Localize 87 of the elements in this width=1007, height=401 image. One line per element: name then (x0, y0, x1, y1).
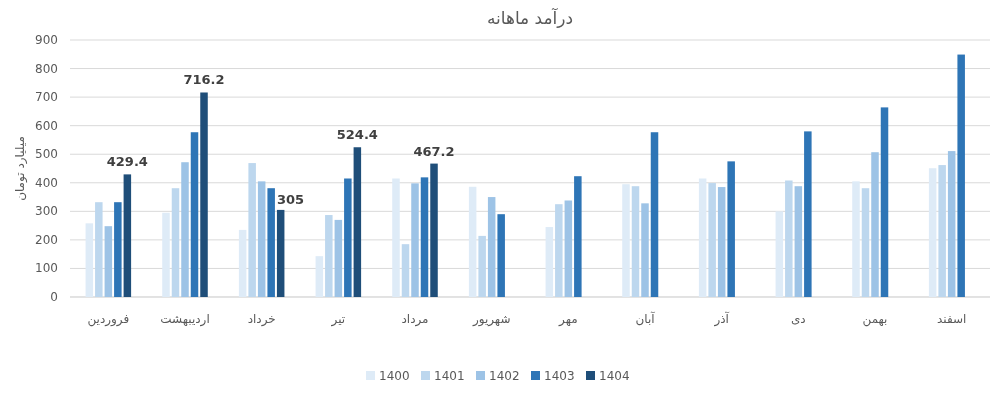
bar (430, 163, 438, 297)
bar (708, 183, 716, 297)
legend-label: 1400 (379, 369, 410, 383)
bar (468, 186, 477, 297)
y-tick-label: 500 (35, 147, 58, 162)
x-tick-label: تیر (330, 312, 346, 327)
bar (325, 215, 333, 297)
bar (928, 168, 937, 297)
y-tick-label: 900 (35, 33, 58, 47)
bar (85, 223, 94, 297)
bar (775, 211, 784, 297)
bar (315, 256, 324, 297)
bar (957, 54, 965, 297)
legend-label: 1401 (434, 369, 465, 383)
bar (947, 151, 956, 297)
bar (650, 132, 659, 297)
y-tick-label: 400 (35, 175, 58, 190)
bar (852, 181, 860, 297)
bar (181, 162, 189, 297)
bar (238, 229, 247, 297)
bar (267, 188, 275, 297)
bar (497, 214, 505, 297)
data-label: 429.4 (106, 154, 148, 170)
bar (880, 107, 889, 297)
y-axis-title: میلیارد تومان (13, 136, 28, 201)
bar (698, 178, 707, 297)
y-tick-label: 700 (35, 90, 58, 105)
bar (114, 202, 122, 297)
bar (804, 131, 812, 297)
bar (257, 181, 266, 297)
bar (938, 165, 946, 297)
x-tick-label: اردیبهشت (160, 312, 210, 327)
legend-label: 1402 (489, 369, 520, 383)
bar (631, 186, 640, 297)
x-tick-label: شهریور (471, 312, 511, 327)
bar (717, 187, 726, 297)
x-tick-label: خرداد (247, 312, 276, 327)
bar (401, 244, 410, 297)
bar (564, 200, 573, 297)
bar (200, 92, 208, 297)
x-tick-label: اسفند (936, 312, 967, 326)
data-label: 716.2 (183, 72, 225, 88)
bar (334, 219, 343, 297)
x-tick-label: مهر (558, 312, 578, 327)
y-tick-label: 0 (50, 290, 58, 304)
bar (478, 235, 486, 297)
bar (545, 227, 554, 297)
y-tick-label: 200 (35, 232, 58, 247)
bar (353, 147, 362, 297)
bar (622, 184, 630, 297)
bar (794, 186, 803, 297)
data-label: 467.2 (413, 143, 455, 159)
y-tick-label: 600 (35, 118, 58, 133)
bar (555, 204, 563, 297)
bar (487, 197, 496, 297)
bar (190, 132, 199, 297)
bar (276, 209, 285, 297)
bar (641, 203, 649, 297)
data-label: 524.4 (336, 127, 378, 143)
x-tick-label: بهمن (862, 312, 888, 327)
legend-label: 1404 (599, 369, 630, 383)
x-tick-label: آذر (713, 311, 730, 327)
bar (248, 163, 256, 297)
bar (411, 183, 419, 297)
data-label: 305 (276, 191, 305, 207)
x-tick-label: آبان (635, 311, 656, 326)
bar (727, 161, 735, 297)
bar (104, 226, 113, 297)
bar (785, 180, 793, 297)
y-tick-label: 100 (35, 261, 58, 276)
bar (171, 188, 180, 297)
chart-title: درآمد ماهانه (486, 7, 574, 28)
bar (871, 152, 879, 297)
bar (123, 174, 132, 297)
bar (162, 212, 170, 297)
y-tick-label: 800 (35, 61, 58, 76)
x-tick-label: فروردین (87, 312, 130, 327)
x-tick-label: دی (790, 312, 806, 326)
x-tick-label: مرداد (401, 312, 429, 327)
bar (95, 202, 103, 297)
bar (392, 178, 400, 297)
y-tick-label: 300 (35, 204, 58, 219)
bar (861, 188, 870, 297)
bar (420, 177, 429, 297)
legend-label: 1403 (544, 369, 575, 383)
bar (344, 178, 352, 297)
bar (574, 176, 582, 297)
